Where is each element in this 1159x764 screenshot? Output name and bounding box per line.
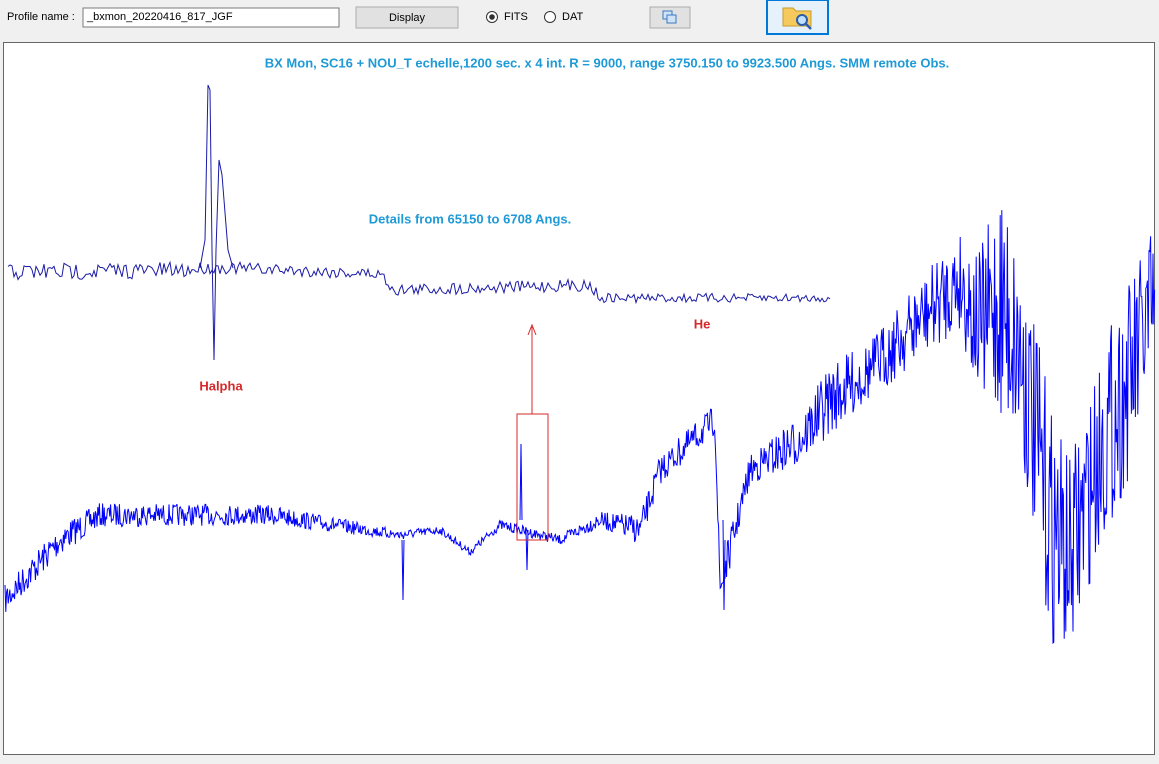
profile-value: _bxmon_20220416_817_JGF: [86, 11, 233, 23]
icon: [666, 14, 677, 24]
display-button-label: Display: [389, 12, 426, 24]
annotation: He: [694, 316, 711, 331]
radio-dot: [489, 14, 495, 20]
annotation: Halpha: [199, 378, 243, 393]
display-button[interactable]: [355, 6, 459, 29]
plot-title: BX Mon, SC16 + NOU_T echelle,1200 sec. x…: [265, 55, 950, 70]
profile-input[interactable]: [82, 7, 340, 28]
spectrum: [4, 210, 1156, 645]
plot-area: [3, 42, 1155, 755]
radio-label: FITS: [504, 11, 528, 23]
absorption-lines: [401, 443, 726, 611]
halpha-line: [199, 84, 234, 361]
detail-spectrum: [7, 260, 831, 305]
profile-label: Profile name :: [7, 11, 75, 23]
magnifier-icon: [805, 23, 812, 30]
radio-label: DAT: [562, 11, 583, 23]
arrow-head: [527, 323, 537, 336]
radio-dat[interactable]: [544, 11, 556, 23]
detail-label: Details from 65150 to 6708 Angs.: [369, 211, 572, 226]
magnifier-icon: [796, 14, 808, 26]
